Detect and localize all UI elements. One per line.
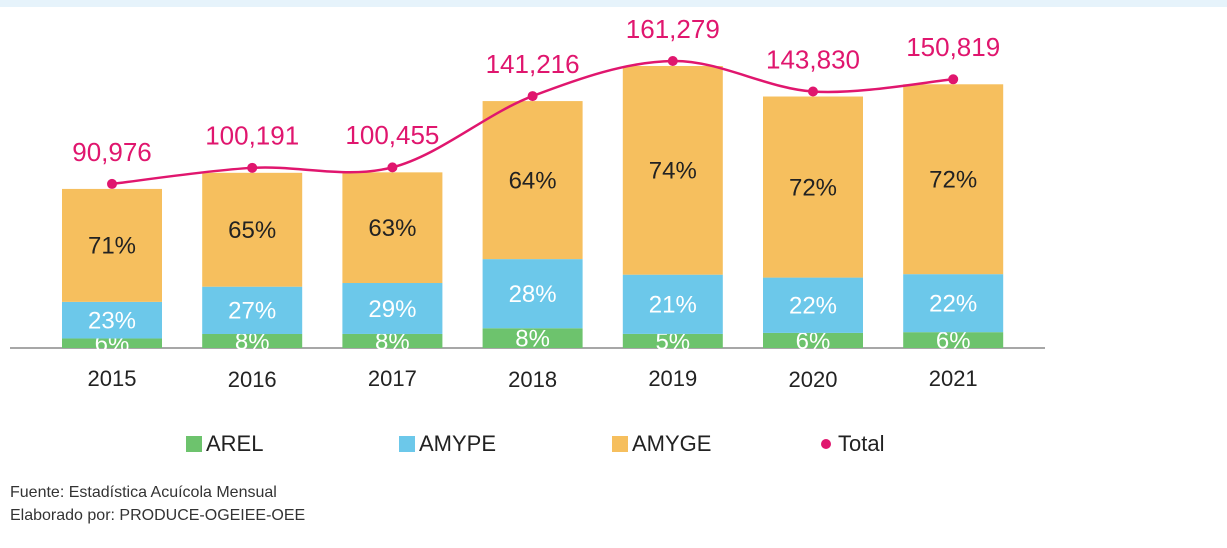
data-label: 65% <box>228 217 276 244</box>
legend-marker <box>821 439 831 449</box>
legend-label: AREL <box>206 431 263 456</box>
total-label: 161,279 <box>626 14 720 44</box>
bar-segment <box>202 286 303 334</box>
legend-label: Total <box>838 431 884 456</box>
data-label: 28% <box>509 281 557 308</box>
data-label: 8% <box>515 325 550 352</box>
data-label: 72% <box>929 167 977 194</box>
bar-segment <box>763 332 863 348</box>
bar-segment <box>622 274 723 334</box>
x-tick-label: 2021 <box>929 366 978 391</box>
bar-segment <box>202 333 303 348</box>
total-point <box>247 162 258 173</box>
bar-segment <box>62 338 162 348</box>
total-label: 90,976 <box>72 137 152 167</box>
bar-segment <box>482 259 583 329</box>
top-band <box>0 0 1227 7</box>
data-label: 74% <box>649 158 697 185</box>
total-point <box>527 91 538 102</box>
data-label: 22% <box>929 291 977 318</box>
x-tick-label: 2019 <box>648 366 697 391</box>
data-label: 29% <box>368 296 416 323</box>
bar-segment <box>622 333 723 348</box>
data-label: 64% <box>509 167 557 194</box>
x-tick-label: 2020 <box>789 367 838 392</box>
bar-segment <box>62 188 162 302</box>
legend-marker <box>399 436 415 452</box>
bar-segment <box>342 172 443 284</box>
legend-marker <box>186 436 202 452</box>
source-note: Fuente: Estadística Acuícola Mensual <box>10 484 277 501</box>
total-point <box>667 56 678 66</box>
total-point <box>387 162 398 173</box>
total-label: 100,191 <box>205 121 299 151</box>
total-label: 100,455 <box>345 120 439 150</box>
total-label: 141,216 <box>486 49 580 79</box>
data-label: 27% <box>228 298 276 325</box>
x-tick-label: 2017 <box>368 366 417 391</box>
source-note: Elaborado por: PRODUCE-OGEIEE-OEE <box>10 507 305 524</box>
bar-segment <box>482 328 583 348</box>
data-label: 22% <box>789 293 837 320</box>
x-tick-label: 2015 <box>88 366 137 391</box>
legend-label: AMYGE <box>632 431 711 456</box>
data-label: 71% <box>88 233 136 260</box>
data-label: 23% <box>88 308 136 335</box>
total-point <box>948 74 959 85</box>
legend-label: AMYPE <box>419 431 496 456</box>
x-tick-label: 2018 <box>508 367 557 392</box>
bar-segment <box>342 283 443 334</box>
x-tick-label: 2016 <box>228 367 277 392</box>
total-label: 150,819 <box>906 32 1000 62</box>
bar-segment <box>763 96 863 278</box>
bar-segment <box>903 274 1004 333</box>
bar-segment <box>342 333 443 348</box>
bar-segment <box>62 301 162 339</box>
total-label: 143,830 <box>766 44 860 74</box>
data-label: 63% <box>368 215 416 242</box>
bar-segment <box>622 66 723 275</box>
bar-segment <box>903 332 1004 348</box>
bar-segment <box>903 84 1004 275</box>
bar-segment <box>202 172 303 287</box>
bar-segment <box>482 101 583 260</box>
data-label: 21% <box>649 292 697 319</box>
bar-segment <box>763 277 863 333</box>
total-point <box>808 86 818 97</box>
data-label: 72% <box>789 174 837 201</box>
legend-marker <box>612 436 628 452</box>
total-point <box>107 178 117 189</box>
